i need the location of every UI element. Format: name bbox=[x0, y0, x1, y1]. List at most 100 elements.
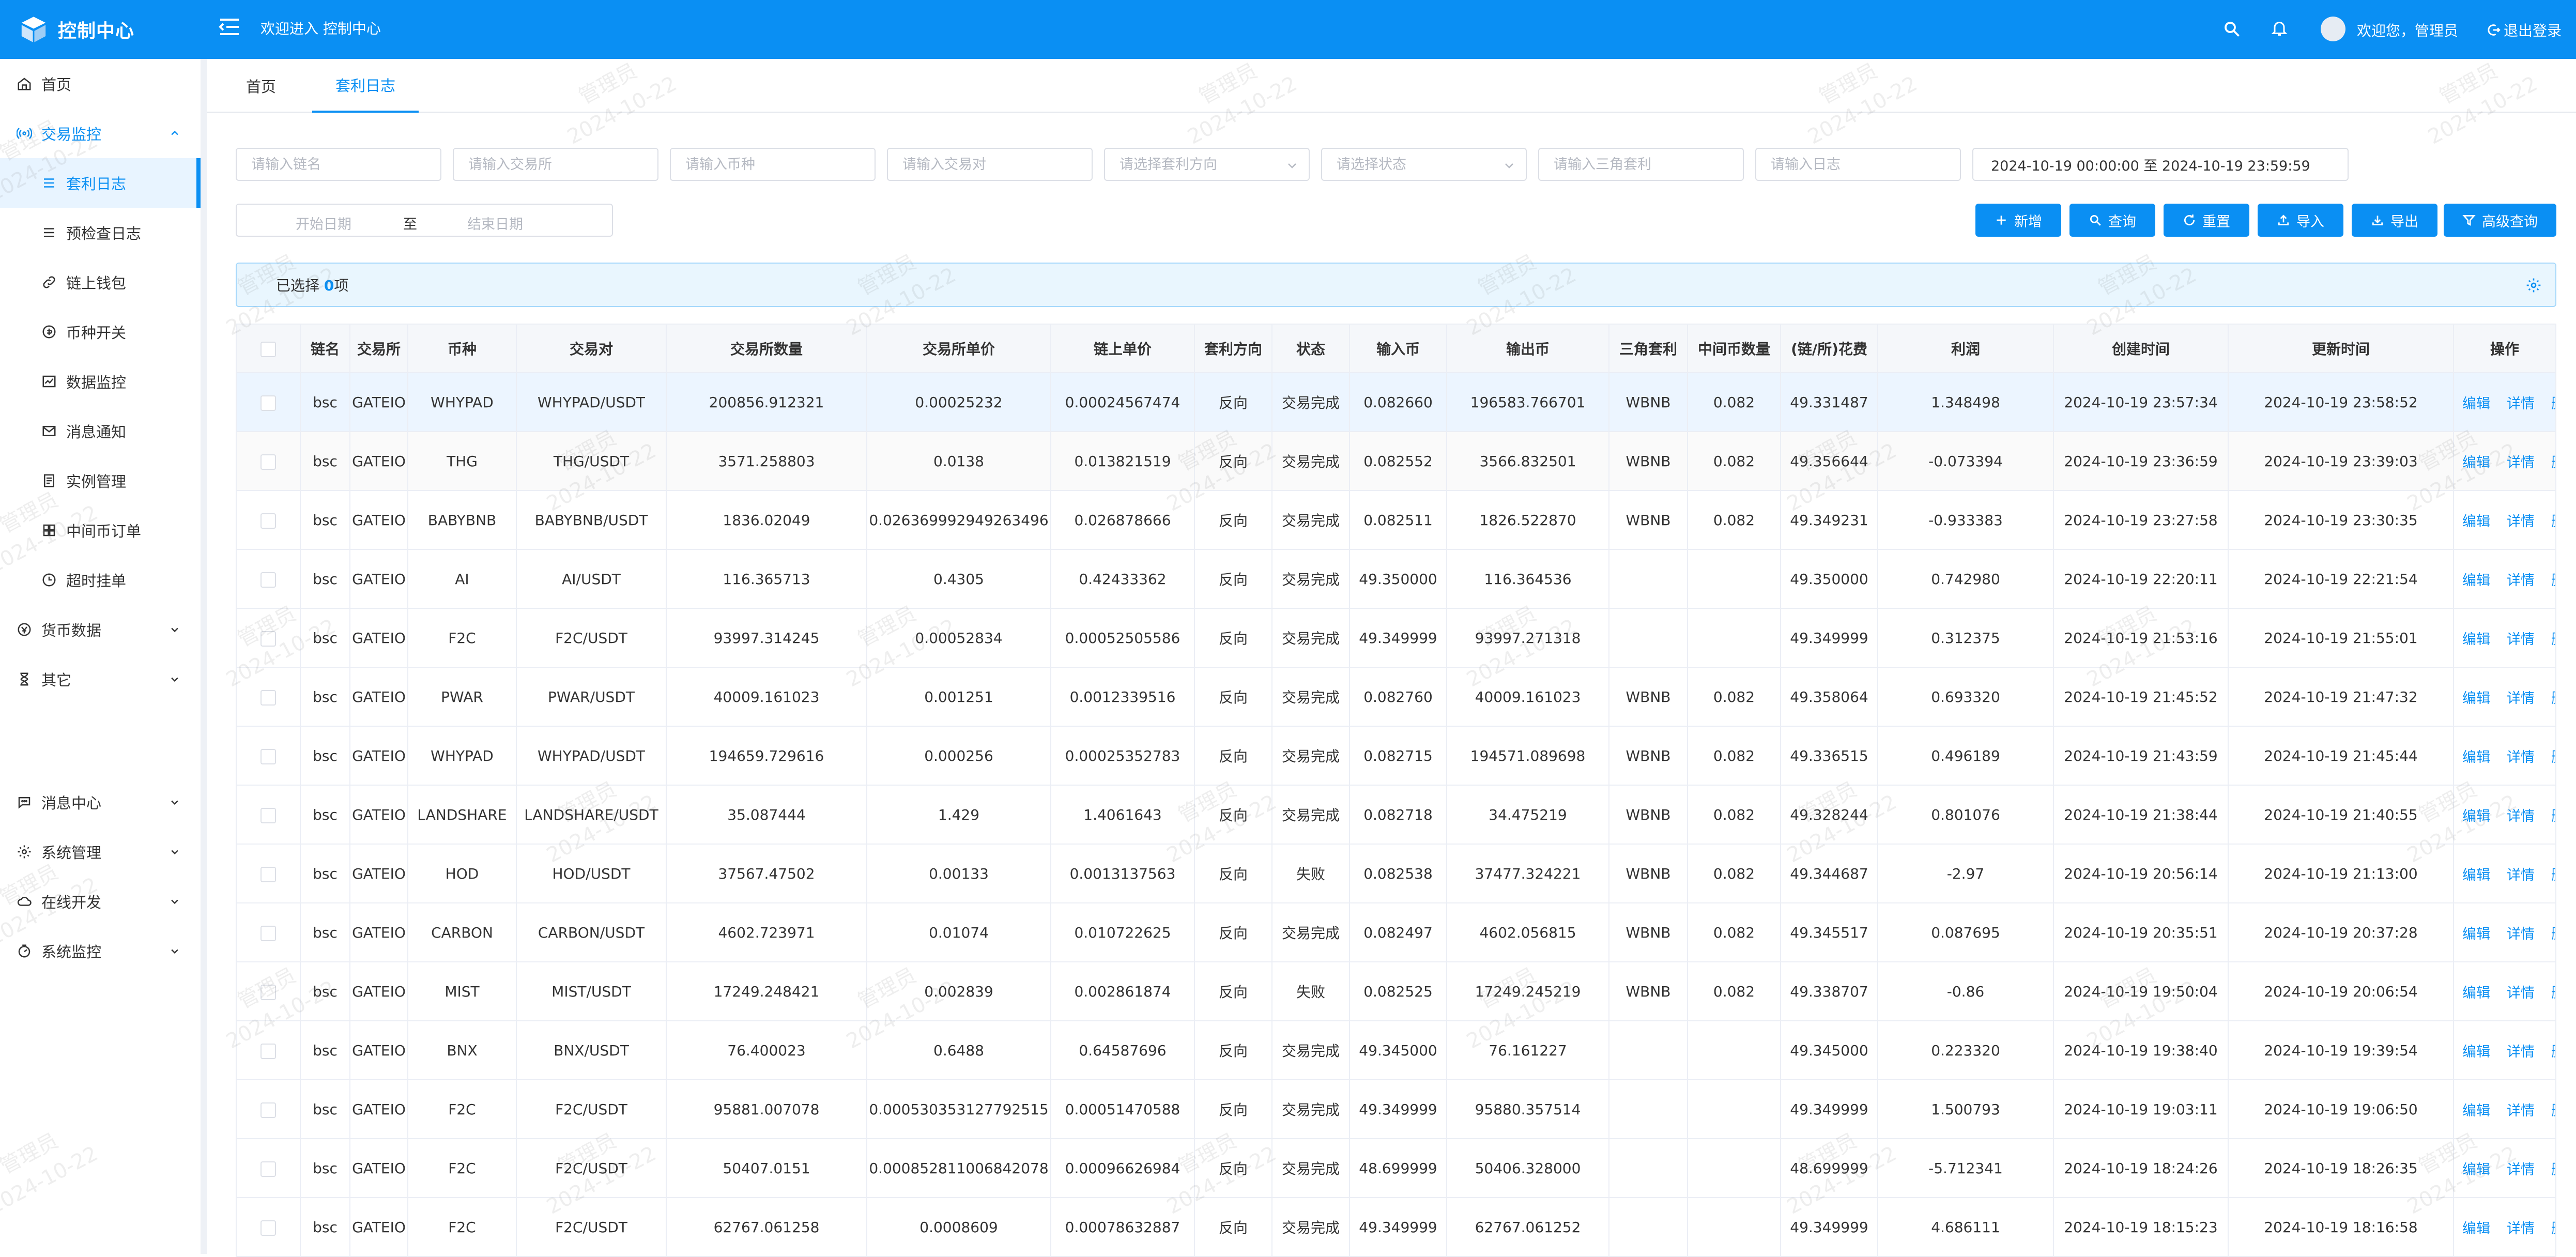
edit-link[interactable]: 编辑 bbox=[2462, 631, 2490, 648]
export-button[interactable]: 导出 bbox=[2352, 204, 2437, 237]
row-select-cell[interactable] bbox=[236, 902, 301, 962]
row-select-cell[interactable] bbox=[236, 961, 301, 1021]
triangle-input[interactable] bbox=[1539, 150, 1743, 179]
row-select-cell[interactable] bbox=[236, 608, 301, 668]
delete-link[interactable]: 删除 bbox=[2551, 514, 2555, 530]
delete-link[interactable]: 删除 bbox=[2551, 926, 2555, 942]
pair-input[interactable] bbox=[888, 150, 1092, 179]
table-row[interactable]: bsc GATEIO PWAR PWAR/USDT 40009.161023 0.0012… bbox=[236, 667, 2556, 727]
row-select-cell[interactable] bbox=[236, 726, 301, 786]
table-row[interactable]: bsc GATEIO BABYBNB BABYBNB/USDT 1836.02049 0.… bbox=[236, 490, 2556, 550]
chain-name-input[interactable] bbox=[237, 150, 440, 179]
delete-link[interactable]: 删除 bbox=[2551, 1044, 2555, 1060]
search-icon[interactable] bbox=[2222, 20, 2241, 38]
delete-link[interactable]: 删除 bbox=[2551, 396, 2555, 412]
delete-link[interactable]: 删除 bbox=[2551, 573, 2555, 589]
detail-link[interactable]: 详情 bbox=[2507, 1220, 2535, 1237]
row-checkbox[interactable] bbox=[260, 689, 276, 706]
import-button[interactable]: 导入 bbox=[2258, 204, 2343, 237]
detail-link[interactable]: 详情 bbox=[2507, 513, 2535, 530]
edit-link[interactable]: 编辑 bbox=[2462, 1102, 2490, 1119]
gear-icon[interactable] bbox=[2525, 277, 2542, 294]
reset-button[interactable]: 重置 bbox=[2164, 204, 2249, 237]
row-checkbox[interactable] bbox=[260, 513, 276, 529]
row-checkbox[interactable] bbox=[260, 984, 276, 1000]
sidebar-item-home[interactable]: 首页 bbox=[0, 59, 201, 109]
row-checkbox[interactable] bbox=[260, 1220, 276, 1236]
edit-link[interactable]: 编辑 bbox=[2462, 985, 2490, 1001]
log-input-field[interactable] bbox=[1755, 148, 1961, 181]
detail-link[interactable]: 详情 bbox=[2507, 1044, 2535, 1060]
sidebar-item-message-center[interactable]: 消息中心 bbox=[0, 777, 201, 827]
sidebar-item-online-dev[interactable]: 在线开发 bbox=[0, 877, 201, 926]
row-select-cell[interactable] bbox=[236, 549, 301, 609]
row-checkbox[interactable] bbox=[260, 1161, 276, 1177]
header-select-all[interactable] bbox=[236, 324, 301, 373]
delete-link[interactable]: 删除 bbox=[2551, 691, 2555, 707]
exchange-input[interactable] bbox=[454, 150, 657, 179]
row-checkbox[interactable] bbox=[260, 572, 276, 588]
table-row[interactable]: bsc GATEIO CARBON CARBON/USDT 4602.723971 0.0… bbox=[236, 902, 2556, 962]
delete-link[interactable]: 删除 bbox=[2551, 455, 2555, 471]
row-select-cell[interactable] bbox=[236, 844, 301, 903]
table-row[interactable]: bsc GATEIO HOD HOD/USDT 37567.47502 0.00133 0.… bbox=[236, 844, 2556, 903]
exchange-input-field[interactable] bbox=[453, 148, 658, 181]
edit-link[interactable]: 编辑 bbox=[2462, 1044, 2490, 1060]
row-select-cell[interactable] bbox=[236, 1197, 301, 1257]
detail-link[interactable]: 详情 bbox=[2507, 985, 2535, 1001]
edit-link[interactable]: 编辑 bbox=[2462, 867, 2490, 883]
row-select-cell[interactable] bbox=[236, 667, 301, 727]
row-checkbox[interactable] bbox=[260, 1043, 276, 1059]
coin-input-field[interactable] bbox=[670, 148, 876, 181]
detail-link[interactable]: 详情 bbox=[2507, 690, 2535, 707]
table-row[interactable]: bsc GATEIO LANDSHARE LANDSHARE/USDT 35.08744… bbox=[236, 785, 2556, 845]
detail-link[interactable]: 详情 bbox=[2507, 454, 2535, 471]
table-row[interactable]: bsc GATEIO F2C F2C/USDT 93997.314245 0.000528… bbox=[236, 608, 2556, 668]
row-select-cell[interactable] bbox=[236, 1079, 301, 1139]
coin-input[interactable] bbox=[671, 150, 875, 179]
sidebar-item-arbitrage-log[interactable]: 套利日志 bbox=[0, 158, 201, 208]
table-row[interactable]: bsc GATEIO AI AI/USDT 116.365713 0.4305 0.4243… bbox=[236, 549, 2556, 609]
row-checkbox[interactable] bbox=[260, 807, 276, 823]
table-row[interactable]: bsc GATEIO WHYPAD WHYPAD/USDT 194659.729616 0… bbox=[236, 726, 2556, 786]
delete-link[interactable]: 删除 bbox=[2551, 749, 2555, 765]
row-select-cell[interactable] bbox=[236, 372, 301, 432]
detail-link[interactable]: 详情 bbox=[2507, 631, 2535, 648]
menu-toggle-icon[interactable] bbox=[217, 14, 242, 39]
pair-input-field[interactable] bbox=[887, 148, 1093, 181]
sidebar-item-precheck-log[interactable]: 预检查日志 bbox=[0, 208, 201, 257]
row-checkbox[interactable] bbox=[260, 631, 276, 647]
sidebar-item-intermediate-orders[interactable]: 中间币订单 bbox=[0, 505, 201, 555]
sidebar-item-instance[interactable]: 实例管理 bbox=[0, 456, 201, 505]
detail-link[interactable]: 详情 bbox=[2507, 395, 2535, 412]
sidebar-item-data-monitor[interactable]: 数据监控 bbox=[0, 357, 201, 406]
detail-link[interactable]: 详情 bbox=[2507, 1102, 2535, 1119]
sidebar-item-currency-data[interactable]: 货币数据 bbox=[0, 605, 201, 654]
row-checkbox[interactable] bbox=[260, 748, 276, 764]
row-checkbox[interactable] bbox=[260, 1102, 276, 1118]
delete-link[interactable]: 删除 bbox=[2551, 808, 2555, 824]
table-row[interactable]: bsc GATEIO THG THG/USDT 3571.258803 0.0138 0.0… bbox=[236, 431, 2556, 491]
row-select-cell[interactable] bbox=[236, 490, 301, 550]
sidebar-item-coin-switch[interactable]: 币种开关 bbox=[0, 307, 201, 357]
triangle-input-field[interactable] bbox=[1538, 148, 1744, 181]
table-row[interactable]: bsc GATEIO MIST MIST/USDT 17249.248421 0.0028… bbox=[236, 961, 2556, 1021]
edit-link[interactable]: 编辑 bbox=[2462, 572, 2490, 589]
tab-arbitrage-log[interactable]: 套利日志 bbox=[312, 59, 419, 113]
date-range-picker[interactable]: 开始日期 至 结束日期 bbox=[236, 204, 613, 237]
edit-link[interactable]: 编辑 bbox=[2462, 1220, 2490, 1237]
delete-link[interactable]: 删除 bbox=[2551, 1103, 2555, 1119]
table-row[interactable]: bsc GATEIO F2C F2C/USDT 50407.0151 0.00085281… bbox=[236, 1138, 2556, 1198]
select-all-checkbox[interactable] bbox=[260, 341, 276, 357]
detail-link[interactable]: 详情 bbox=[2507, 926, 2535, 942]
end-date-placeholder[interactable]: 结束日期 bbox=[467, 217, 523, 233]
direction-select[interactable] bbox=[1104, 148, 1310, 181]
detail-link[interactable]: 详情 bbox=[2507, 1161, 2535, 1178]
status-select-input[interactable] bbox=[1322, 150, 1526, 179]
bell-icon[interactable] bbox=[2270, 18, 2289, 38]
detail-link[interactable]: 详情 bbox=[2507, 749, 2535, 765]
delete-link[interactable]: 删除 bbox=[2551, 867, 2555, 883]
sidebar-item-chain-wallet[interactable]: 链上钱包 bbox=[0, 257, 201, 307]
sidebar-item-system-admin[interactable]: 系统管理 bbox=[0, 827, 201, 877]
log-input[interactable] bbox=[1756, 150, 1960, 179]
